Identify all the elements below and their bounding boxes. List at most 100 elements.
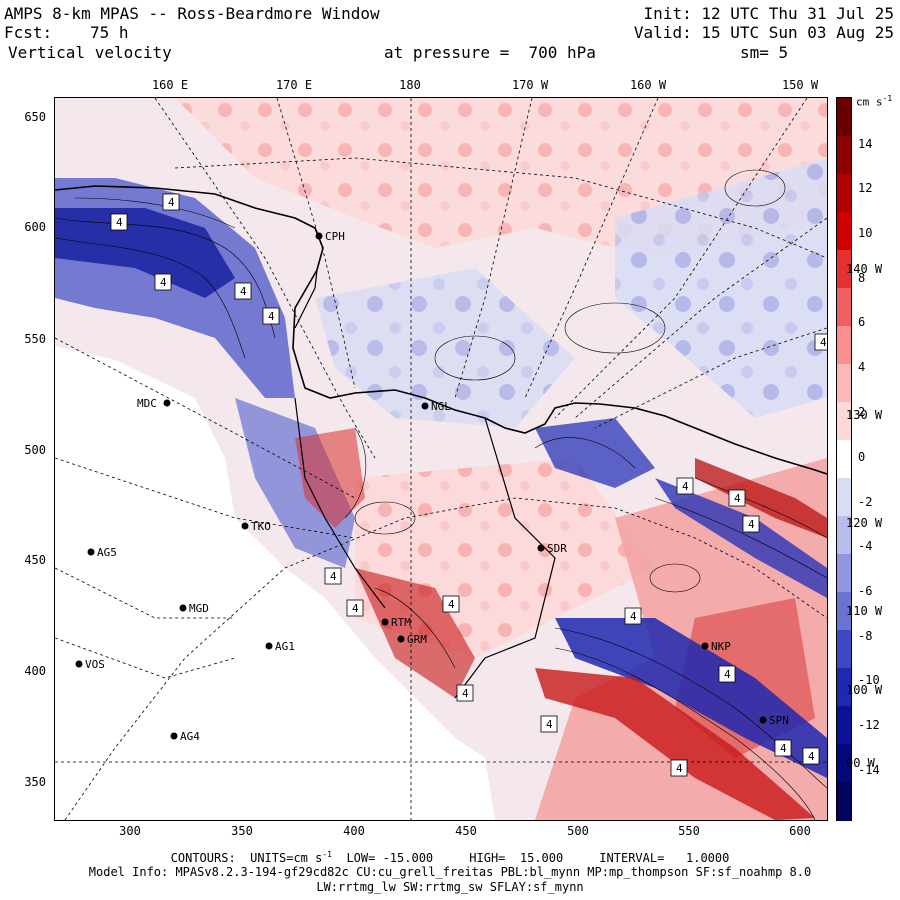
colorbar-label-5: 4	[858, 360, 866, 374]
station-label: CPH	[325, 230, 345, 243]
smoothing: sm= 5	[740, 43, 789, 62]
top-lon-label-0: 160 E	[151, 78, 189, 92]
station-ag1: AG1	[265, 640, 295, 653]
svg-text:4: 4	[724, 668, 731, 681]
station-label: RTM	[391, 616, 411, 629]
contour-label-box: 4	[456, 684, 474, 702]
colorbar-label-1: 12	[858, 181, 873, 195]
svg-text:4: 4	[448, 598, 455, 611]
colorbar-swatch	[837, 288, 851, 327]
colorbar-label-8: -2	[858, 495, 873, 509]
top-lon-label-1: 170 E	[275, 78, 313, 92]
station-label: NKP	[711, 640, 731, 653]
field-name: Vertical velocity	[8, 43, 172, 62]
colorbar-swatch	[837, 136, 851, 175]
colorbar-swatch	[837, 668, 851, 707]
station-dot	[759, 716, 767, 724]
contour-label-box: 4	[718, 665, 736, 683]
station-cph: CPH	[315, 230, 345, 243]
red-patch-mid	[355, 568, 475, 698]
colorbar-label-13: -12	[858, 718, 880, 732]
station-sdr: SDR	[537, 542, 567, 555]
colorbar	[836, 97, 852, 821]
colorbar-label-2: 10	[858, 226, 873, 240]
colorbar-swatch	[837, 402, 851, 441]
station-dot	[75, 660, 83, 668]
svg-text:4: 4	[682, 480, 689, 493]
colorbar-label-6: 2	[858, 405, 866, 419]
init-time: Init: 12 UTC Thu 31 Jul 25	[643, 4, 894, 23]
contour-label-box: 4	[540, 715, 558, 733]
pressure-level: at pressure = 700 hPa	[384, 43, 596, 62]
x-tick-label-3: 450	[455, 824, 477, 838]
station-label: AG5	[97, 546, 117, 559]
station-dot	[87, 548, 95, 556]
blue-stripe-se	[555, 618, 827, 778]
right-lon-label-2: 120 W	[846, 516, 883, 530]
right-lon-label-4: 100 W	[846, 683, 883, 697]
pale-blue-region-ne	[615, 158, 827, 418]
svg-text:4: 4	[780, 742, 787, 755]
station-dot	[381, 618, 389, 626]
station-dot	[265, 642, 273, 650]
red-stripe-east	[695, 458, 827, 538]
station-ag4: AG4	[170, 730, 200, 743]
contour-label-box: 4	[154, 273, 172, 291]
masked-high-terrain	[55, 346, 495, 820]
contour-label-box: 4	[346, 599, 364, 617]
map-panel[interactable]: MDC NGL CPH TKO AG5 MGD AG1 VOS AG4 GRM RTM SDR SPN N…	[54, 97, 828, 821]
y-tick-label-1: 600	[24, 220, 46, 234]
blue-stripe-east	[655, 478, 827, 598]
contours-info: CONTOURS: UNITS=cm s-1 LOW= -15.000 HIGH…	[170, 850, 730, 865]
station-label: AG1	[275, 640, 295, 653]
contour-label-box: 4	[442, 595, 460, 613]
svg-text:4: 4	[546, 718, 553, 731]
colorbar-swatch	[837, 250, 851, 289]
colorbar-unit: cm s-1	[856, 94, 893, 109]
y-tick-label-5: 400	[24, 664, 46, 678]
station-mdc: MDC	[137, 397, 171, 410]
blue-band-west	[235, 398, 355, 568]
contour-label-box: 4	[110, 213, 128, 231]
x-tick-label-5: 550	[678, 824, 700, 838]
contour-label-box: 4	[728, 489, 746, 507]
station-grm: GRM	[397, 633, 427, 646]
contour-lines	[55, 169, 827, 820]
station-label: TKO	[251, 520, 271, 533]
colorbar-swatch	[837, 782, 851, 821]
station-vos: VOS	[75, 658, 105, 671]
station-dot	[421, 402, 429, 410]
contour-label-box: 4	[676, 477, 694, 495]
svg-text:4: 4	[630, 610, 637, 623]
station-label: SDR	[547, 542, 567, 555]
station-label: NGL	[431, 400, 451, 413]
y-tick-label-3: 500	[24, 443, 46, 457]
valid-time: Valid: 15 UTC Sun 03 Aug 25	[633, 23, 894, 42]
station-tko: TKO	[241, 520, 271, 533]
station-label: AG4	[180, 730, 200, 743]
right-lon-label-3: 110 W	[846, 604, 883, 618]
colorbar-label-10: -6	[858, 584, 873, 598]
red-patch-center	[295, 428, 365, 528]
colorbar-swatch	[837, 478, 851, 517]
station-dot	[701, 642, 709, 650]
station-label: MDC	[137, 397, 157, 410]
station-nkp: NKP	[701, 640, 731, 653]
top-lon-label-5: 150 W	[781, 78, 819, 92]
contour-label-box: 4	[624, 607, 642, 625]
svg-text:4: 4	[168, 196, 175, 209]
model-info: Model Info: MPASv8.2.3-194-gf29cd82c CU:…	[88, 865, 812, 879]
contour-label-box: 4	[802, 747, 820, 765]
colorbar-swatch	[837, 326, 851, 365]
colorbar-swatch	[837, 744, 851, 783]
station-dot	[179, 604, 187, 612]
svg-text:4: 4	[748, 518, 755, 531]
station-dot	[397, 635, 405, 643]
right-lon-label-0: 140 W	[846, 262, 883, 276]
grounding-line	[454, 417, 556, 699]
svg-text:4: 4	[116, 216, 123, 229]
station-mgd: MGD	[179, 602, 209, 615]
colorbar-swatch	[837, 212, 851, 251]
contour-label-box: 4	[742, 515, 760, 533]
